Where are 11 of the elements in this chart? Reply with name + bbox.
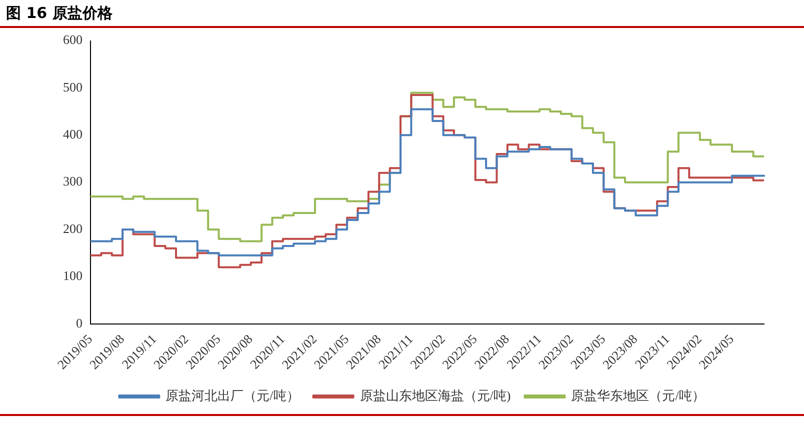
legend-label: 原盐华东地区（元/吨） xyxy=(571,388,705,403)
chart-title: 图 16 原盐价格 xyxy=(6,4,112,23)
y-tick-label: 500 xyxy=(63,79,82,94)
y-tick-label: 100 xyxy=(63,268,82,284)
legend-label: 原盐河北出厂（元/吨） xyxy=(166,388,300,403)
y-tick-label: 400 xyxy=(63,126,82,142)
y-tick-label: 200 xyxy=(63,220,82,236)
y-tick-label: 300 xyxy=(63,174,82,189)
legend-label: 原盐山东地区海盐（元/吨) xyxy=(360,388,511,403)
y-tick-label: 0 xyxy=(76,315,82,330)
y-tick-label: 600 xyxy=(63,32,82,48)
